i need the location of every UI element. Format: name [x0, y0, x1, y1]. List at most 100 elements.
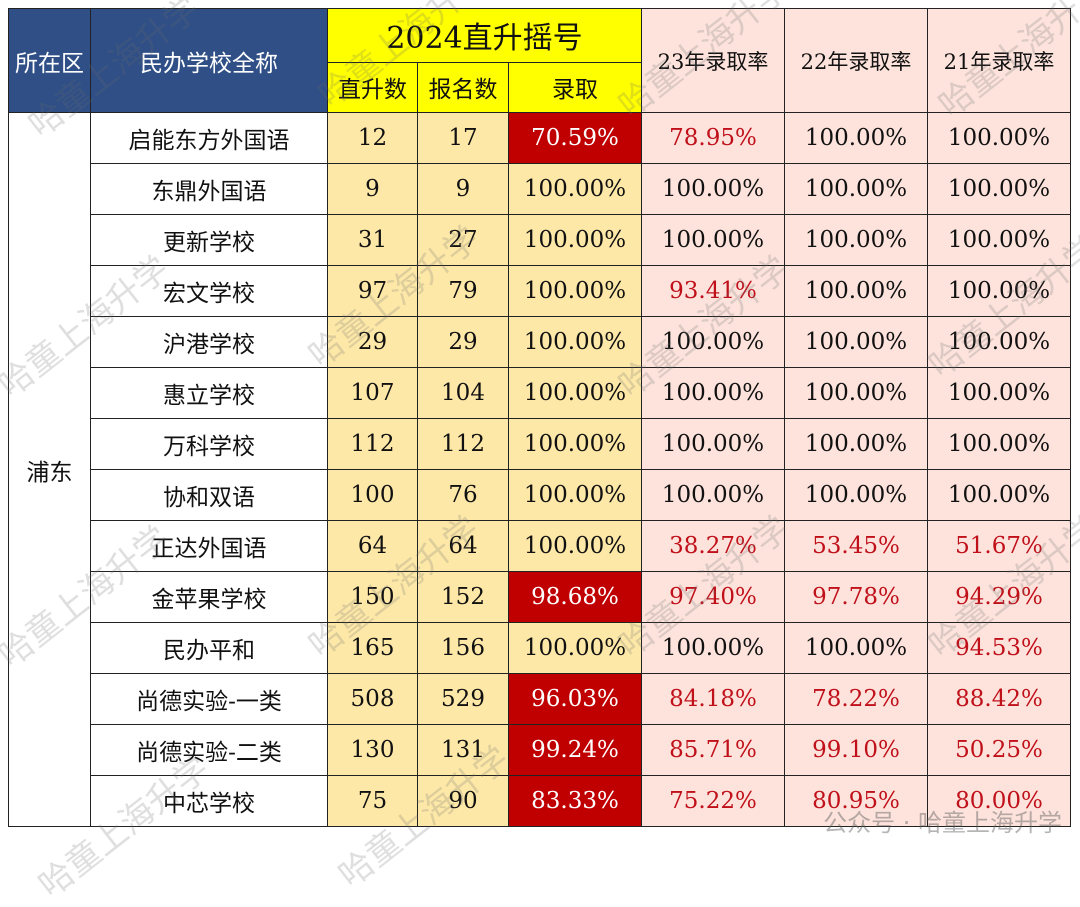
- rate-2021-cell: 100.00%: [927, 214, 1071, 266]
- admission-rate-cell: 100.00%: [508, 367, 642, 419]
- rate-2022-cell: 78.22%: [784, 673, 928, 725]
- rate-2023-cell: 97.40%: [641, 571, 785, 623]
- applicant-count-cell: 529: [417, 673, 509, 725]
- rate-2023-cell: 85.71%: [641, 724, 785, 776]
- table-row: 金苹果学校 150 152 98.68% 97.40% 97.78% 94.29%: [9, 571, 1071, 623]
- admission-rate-cell: 83.33%: [508, 775, 642, 827]
- rate-2021-cell: 80.00%: [927, 775, 1071, 827]
- rate-2021-cell: 88.42%: [927, 673, 1071, 725]
- district-cell: 浦东: [8, 112, 91, 827]
- admission-rate-cell: 100.00%: [508, 622, 642, 674]
- rate-2022-cell: 97.78%: [784, 571, 928, 623]
- rate-2022-cell: 100.00%: [784, 112, 928, 164]
- table-row: 东鼎外国语 9 9 100.00% 100.00% 100.00% 100.00%: [9, 163, 1071, 215]
- rate-2022-cell: 100.00%: [784, 316, 928, 368]
- school-name-cell: 尚德实验-一类: [90, 673, 328, 725]
- direct-count-cell: 75: [327, 775, 418, 827]
- direct-count-cell: 112: [327, 418, 418, 470]
- header-y22: 22年录取率: [784, 8, 928, 113]
- table-row: 更新学校 31 27 100.00% 100.00% 100.00% 100.00%: [9, 214, 1071, 266]
- direct-count-cell: 29: [327, 316, 418, 368]
- admission-rate-cell: 99.24%: [508, 724, 642, 776]
- admission-rate-cell: 100.00%: [508, 418, 642, 470]
- admission-rate-cell: 100.00%: [508, 265, 642, 317]
- direct-count-cell: 64: [327, 520, 418, 572]
- rate-2022-cell: 100.00%: [784, 265, 928, 317]
- table-row: 浦东 启能东方外国语 12 17 70.59% 78.95% 100.00% 100.00%: [8, 112, 1071, 827]
- admission-rate-cell: 98.68%: [508, 571, 642, 623]
- admission-rate-cell: 100.00%: [508, 520, 642, 572]
- applicant-count-cell: 76: [417, 469, 509, 521]
- applicant-count-cell: 79: [417, 265, 509, 317]
- table-row: 正达外国语 64 64 100.00% 38.27% 53.45% 51.67%: [9, 520, 1071, 572]
- direct-count-cell: 12: [327, 112, 418, 164]
- header-district: 所在区: [8, 8, 91, 113]
- direct-count-cell: 100: [327, 469, 418, 521]
- rate-2023-cell: 75.22%: [641, 775, 785, 827]
- school-name-cell: 更新学校: [90, 214, 328, 266]
- header-lottery-title: 2024直升摇号: [327, 8, 642, 63]
- rate-2021-cell: 100.00%: [927, 265, 1071, 317]
- rate-2022-cell: 100.00%: [784, 418, 928, 470]
- rate-2022-cell: 80.95%: [784, 775, 928, 827]
- admission-rate-cell: 70.59%: [508, 112, 642, 164]
- table-row: 民办平和 165 156 100.00% 100.00% 100.00% 94.53%: [9, 622, 1071, 674]
- direct-count-cell: 150: [327, 571, 418, 623]
- direct-count-cell: 31: [327, 214, 418, 266]
- rate-2022-cell: 99.10%: [784, 724, 928, 776]
- rate-2022-cell: 100.00%: [784, 469, 928, 521]
- rate-2021-cell: 94.53%: [927, 622, 1071, 674]
- admission-rate-cell: 100.00%: [508, 163, 642, 215]
- school-name-cell: 启能东方外国语: [90, 112, 328, 164]
- rate-2021-cell: 51.67%: [927, 520, 1071, 572]
- rate-2022-cell: 100.00%: [784, 367, 928, 419]
- header-applicants: 报名数: [417, 61, 509, 113]
- rate-2023-cell: 100.00%: [641, 622, 785, 674]
- rate-2023-cell: 38.27%: [641, 520, 785, 572]
- school-name-cell: 民办平和: [90, 622, 328, 674]
- direct-count-cell: 97: [327, 265, 418, 317]
- applicant-count-cell: 156: [417, 622, 509, 674]
- school-name-cell: 万科学校: [90, 418, 328, 470]
- admission-rate-cell: 96.03%: [508, 673, 642, 725]
- rate-2023-cell: 84.18%: [641, 673, 785, 725]
- school-name-cell: 金苹果学校: [90, 571, 328, 623]
- rate-2021-cell: 100.00%: [927, 367, 1071, 419]
- school-name-cell: 正达外国语: [90, 520, 328, 572]
- rate-2021-cell: 100.00%: [927, 163, 1071, 215]
- table-row: 万科学校 112 112 100.00% 100.00% 100.00% 100.00%: [9, 418, 1071, 470]
- rate-2023-cell: 100.00%: [641, 163, 785, 215]
- rate-2023-cell: 100.00%: [641, 214, 785, 266]
- school-name-cell: 沪港学校: [90, 316, 328, 368]
- school-name-cell: 中芯学校: [90, 775, 328, 827]
- direct-count-cell: 165: [327, 622, 418, 674]
- school-name-cell: 东鼎外国语: [90, 163, 328, 215]
- table-row: 尚德实验-一类 508 529 96.03% 84.18% 78.22% 88.42%: [9, 673, 1071, 725]
- rate-2021-cell: 100.00%: [927, 469, 1071, 521]
- applicant-count-cell: 64: [417, 520, 509, 572]
- admission-rate-cell: 100.00%: [508, 316, 642, 368]
- applicant-count-cell: 27: [417, 214, 509, 266]
- header-y21: 21年录取率: [927, 8, 1071, 113]
- school-name-cell: 尚德实验-二类: [90, 724, 328, 776]
- rate-2023-cell: 100.00%: [641, 418, 785, 470]
- rate-2023-cell: 100.00%: [641, 469, 785, 521]
- rate-2021-cell: 94.29%: [927, 571, 1071, 623]
- rate-2023-cell: 78.95%: [641, 112, 785, 164]
- applicant-count-cell: 104: [417, 367, 509, 419]
- applicant-count-cell: 152: [417, 571, 509, 623]
- rate-2021-cell: 100.00%: [927, 316, 1071, 368]
- rate-2021-cell: 100.00%: [927, 418, 1071, 470]
- applicant-count-cell: 9: [417, 163, 509, 215]
- direct-count-cell: 130: [327, 724, 418, 776]
- school-name-cell: 协和双语: [90, 469, 328, 521]
- table-row: 宏文学校 97 79 100.00% 93.41% 100.00% 100.00%: [9, 265, 1071, 317]
- applicant-count-cell: 90: [417, 775, 509, 827]
- rate-2022-cell: 100.00%: [784, 163, 928, 215]
- applicant-count-cell: 17: [417, 112, 509, 164]
- rate-2023-cell: 100.00%: [641, 316, 785, 368]
- rate-2022-cell: 100.00%: [784, 214, 928, 266]
- table-row: 尚德实验-二类 130 131 99.24% 85.71% 99.10% 50.25%: [9, 724, 1071, 776]
- school-name-cell: 惠立学校: [90, 367, 328, 419]
- rate-2022-cell: 100.00%: [784, 622, 928, 674]
